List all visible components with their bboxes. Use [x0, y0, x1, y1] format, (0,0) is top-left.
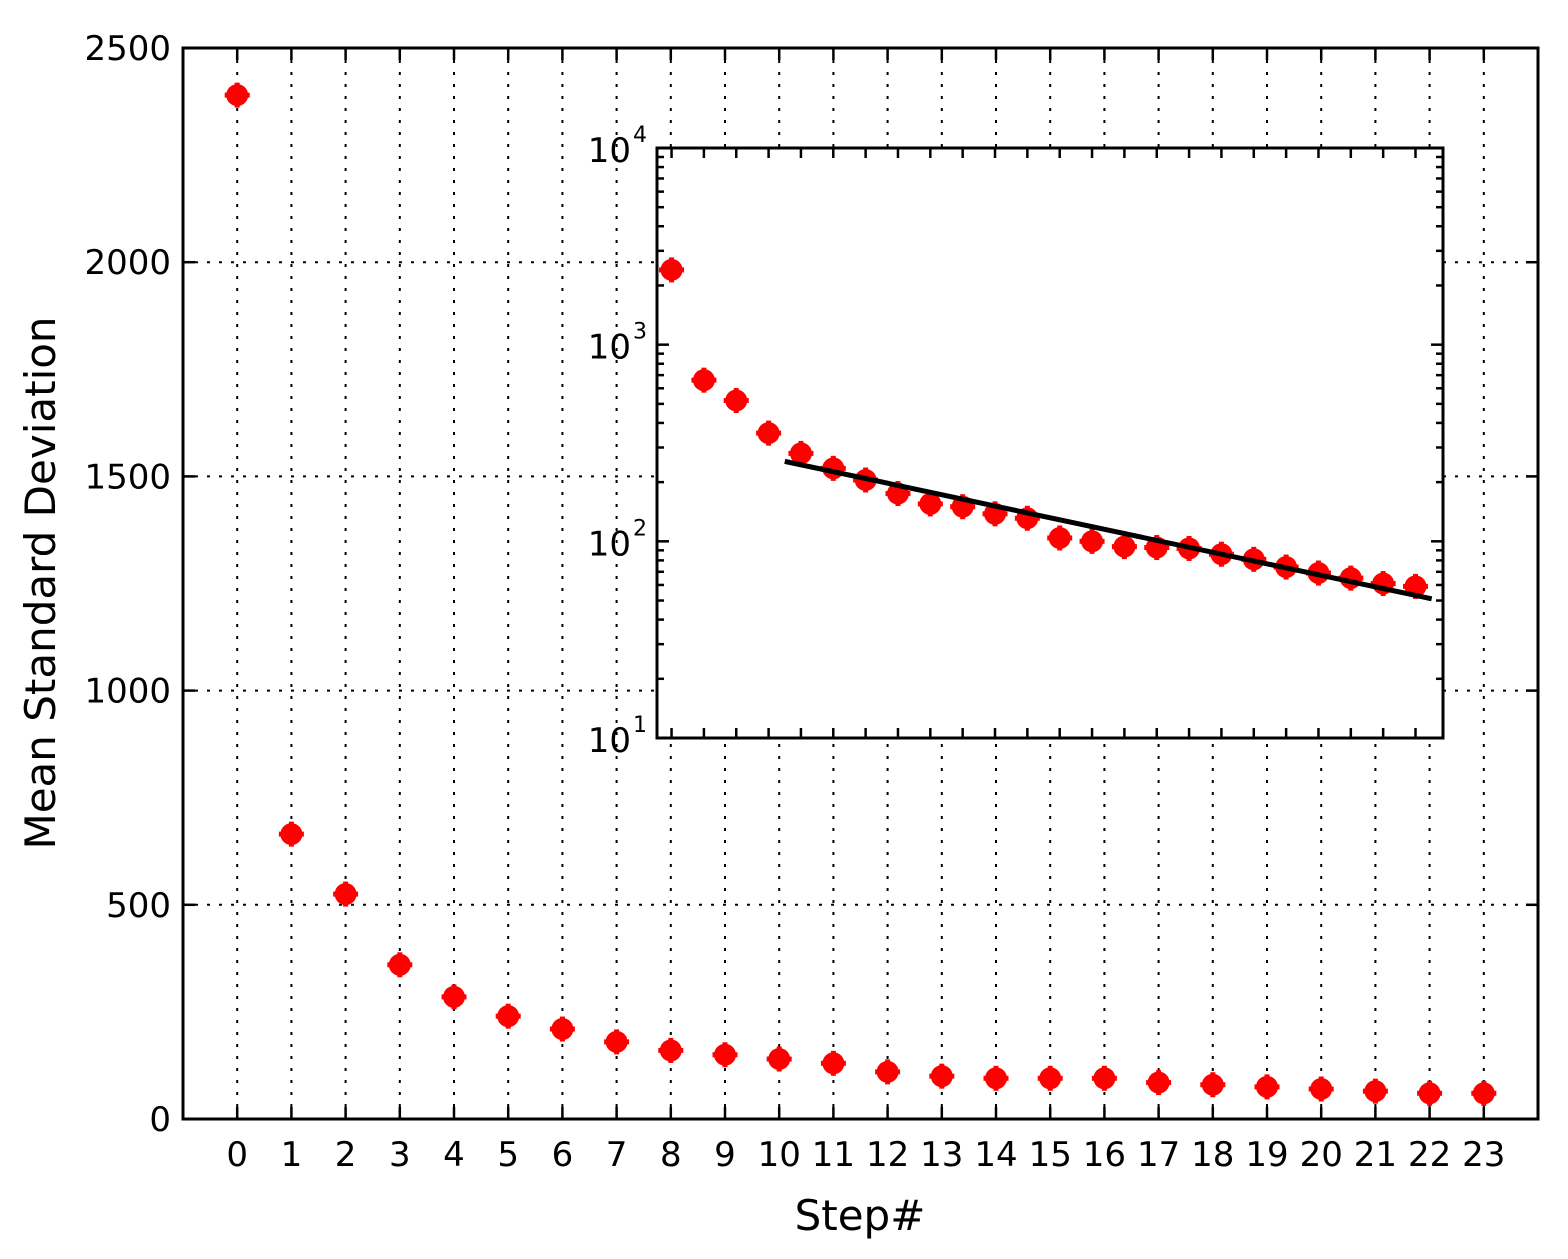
x-tick-label: 17	[1137, 1135, 1180, 1175]
x-tick-label: 15	[1029, 1135, 1072, 1175]
inset-fit-line	[784, 458, 1433, 602]
inset-y-tick-exponent: 3	[633, 320, 647, 345]
y-tick-labels: 0 500 1000 1500 2000 2500	[84, 29, 171, 1140]
data-point	[1146, 1070, 1172, 1096]
inset-background	[657, 148, 1443, 738]
data-point	[1417, 1080, 1443, 1106]
data-point	[387, 952, 413, 978]
main-plot-frame	[181, 46, 1540, 1121]
data-point	[1037, 1065, 1063, 1091]
x-tick-labels: 0 1 2 3 4 5 6 7 8 9 10 11 12 13 14 15 16 17 18 19 20 21 22 23	[226, 1135, 1505, 1175]
inset-y-tick-label: 10	[588, 524, 631, 564]
x-tick-label: 10	[758, 1135, 801, 1175]
x-tick-label: 0	[226, 1135, 248, 1175]
inset-plot-frame	[655, 146, 1445, 740]
inset-data-point	[1079, 528, 1105, 554]
main-data-points	[224, 82, 1497, 1106]
inset-y-tick-label: 10	[588, 328, 631, 368]
data-point	[333, 881, 359, 907]
x-tick-label: 9	[714, 1135, 736, 1175]
y-tick-label: 2500	[84, 29, 171, 69]
data-point	[983, 1065, 1009, 1091]
x-tick-label: 23	[1462, 1135, 1505, 1175]
data-point	[441, 984, 467, 1010]
data-point	[1254, 1074, 1280, 1100]
data-point	[278, 821, 304, 847]
data-point	[1091, 1065, 1117, 1091]
x-tick-label: 4	[443, 1135, 465, 1175]
x-tick-label: 14	[974, 1135, 1017, 1175]
y-tick-label: 1500	[84, 457, 171, 497]
x-tick-label: 11	[812, 1135, 855, 1175]
x-tick-label: 16	[1083, 1135, 1126, 1175]
inset-y-tick-label: 10	[588, 131, 631, 171]
data-point	[549, 1016, 575, 1042]
inset-y-tick-label: 10	[588, 721, 631, 761]
data-point	[820, 1050, 846, 1076]
x-tick-label: 18	[1191, 1135, 1234, 1175]
x-tick-label: 12	[866, 1135, 909, 1175]
data-point	[766, 1046, 792, 1072]
x-tick-label: 2	[335, 1135, 357, 1175]
data-point	[1308, 1076, 1334, 1102]
y-tick-label: 500	[106, 886, 171, 926]
data-point	[658, 1037, 684, 1063]
data-point	[604, 1029, 630, 1055]
x-tick-label: 7	[606, 1135, 628, 1175]
data-point	[875, 1059, 901, 1085]
data-point	[224, 82, 250, 108]
inset-data-point	[723, 388, 749, 414]
inset-data-point	[659, 257, 685, 283]
inset-data-point	[691, 367, 717, 393]
inset-y-tick-exponent: 2	[633, 516, 647, 541]
x-tick-label: 1	[281, 1135, 303, 1175]
data-point	[1200, 1072, 1226, 1098]
inset-y-tick-exponent: 4	[633, 123, 647, 148]
x-axis-label: Step#	[795, 1191, 926, 1240]
y-tick-label: 0	[149, 1100, 171, 1140]
inset-y-tick-exponent: 1	[633, 713, 647, 738]
y-tick-label: 1000	[84, 672, 171, 712]
x-tick-label: 21	[1354, 1135, 1397, 1175]
data-point	[495, 1003, 521, 1029]
x-tick-label: 8	[660, 1135, 682, 1175]
inset-data-point	[756, 420, 782, 446]
x-tick-label: 13	[920, 1135, 963, 1175]
y-tick-label: 2000	[84, 243, 171, 283]
x-tick-label: 20	[1300, 1135, 1343, 1175]
data-point	[712, 1042, 738, 1068]
x-tick-label: 22	[1408, 1135, 1451, 1175]
data-point	[1362, 1078, 1388, 1104]
x-tick-label: 3	[389, 1135, 411, 1175]
y-axis-label: Mean Standard Deviation	[16, 316, 65, 849]
inset-data-point	[1047, 525, 1073, 551]
inset-data-point	[1111, 534, 1137, 560]
data-point	[929, 1063, 955, 1089]
data-point	[1471, 1080, 1497, 1106]
x-tick-label: 19	[1245, 1135, 1288, 1175]
x-tick-label: 6	[552, 1135, 574, 1175]
x-tick-label: 5	[497, 1135, 519, 1175]
